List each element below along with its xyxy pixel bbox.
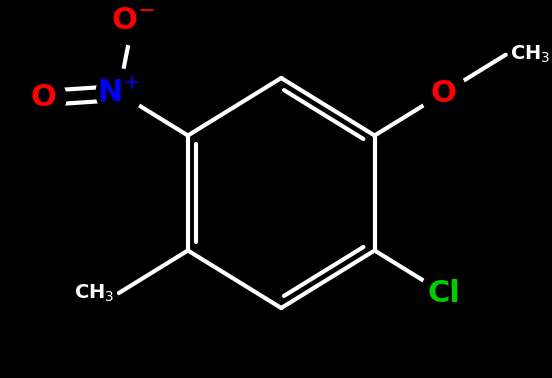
Circle shape (110, 0, 156, 45)
Circle shape (421, 69, 466, 117)
Circle shape (421, 269, 466, 317)
Circle shape (96, 69, 141, 117)
Text: CH$_3$: CH$_3$ (74, 282, 114, 304)
Text: CH$_3$: CH$_3$ (511, 44, 551, 65)
Text: O: O (30, 84, 56, 113)
Text: Cl: Cl (427, 279, 460, 307)
Text: O$^{−}$: O$^{−}$ (111, 6, 155, 35)
Circle shape (20, 74, 66, 122)
Text: O: O (431, 79, 457, 107)
Text: N$^{+}$: N$^{+}$ (97, 78, 141, 108)
